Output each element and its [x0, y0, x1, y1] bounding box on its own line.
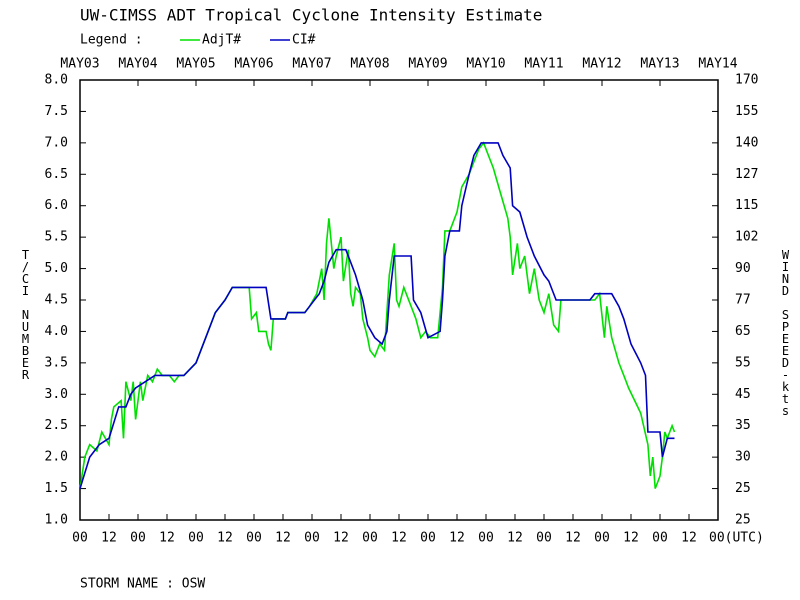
date-tick-label: MAY11 — [524, 57, 563, 72]
x-tick-label: 00 — [72, 531, 88, 546]
y2-tick-label: 25 — [735, 513, 751, 528]
series-line — [79, 142, 675, 489]
y-axis-label: T/CI NUMBER — [19, 248, 33, 380]
x-tick-label: 00 — [362, 531, 378, 546]
y2-tick-label: 155 — [735, 104, 758, 119]
y-tick-label: 4.0 — [45, 324, 68, 339]
y2-tick-label: 170 — [735, 73, 758, 88]
y-tick-label: 1.5 — [45, 481, 68, 496]
x-tick-label: 12 — [333, 531, 349, 546]
y-tick-label: 4.5 — [45, 293, 68, 308]
series-line — [79, 141, 676, 489]
y2-axis-label: WIND SPEED-kts — [779, 248, 793, 416]
x-tick-label: 12 — [391, 531, 407, 546]
x-tick-label: 12 — [681, 531, 697, 546]
y2-tick-label: 140 — [735, 135, 758, 150]
x-tick-label: 12 — [275, 531, 291, 546]
date-tick-label: MAY10 — [466, 57, 505, 72]
y2-tick-label: 55 — [735, 355, 751, 370]
date-tick-label: MAY12 — [582, 57, 621, 72]
y2-tick-label: 45 — [735, 387, 751, 402]
plot-frame — [79, 79, 719, 521]
y2-tick-label: 35 — [735, 418, 751, 433]
legend-label: Legend : — [80, 33, 143, 48]
x-tick-label: 00 — [478, 531, 494, 546]
footer: STORM NAME : OSW — [80, 577, 205, 592]
y-tick-label: 6.5 — [45, 167, 68, 182]
y2-tick-label: 127 — [735, 167, 758, 182]
legend-label: CI# — [292, 33, 316, 48]
y2-tick-label: 77 — [735, 293, 751, 308]
date-tick-label: MAY05 — [176, 57, 215, 72]
y-tick-label: 7.5 — [45, 104, 68, 119]
y-tick-label: 2.0 — [45, 450, 68, 465]
y2-tick-label: 30 — [735, 450, 751, 465]
date-tick-label: MAY03 — [60, 57, 99, 72]
y-tick-label: 6.0 — [45, 198, 68, 213]
y2-tick-label: 65 — [735, 324, 751, 339]
x-tick-label: 00(UTC) — [709, 531, 764, 546]
legend-label: AdjT# — [202, 33, 241, 48]
y2-tick-label: 102 — [735, 230, 758, 245]
x-tick-label: 00 — [188, 531, 204, 546]
y2-tick-label: 90 — [735, 261, 751, 276]
x-tick-label: 00 — [536, 531, 552, 546]
y-tick-label: 5.5 — [45, 230, 68, 245]
x-tick-label: 12 — [623, 531, 639, 546]
chart-title: UW-CIMSS ADT Tropical Cyclone Intensity … — [80, 6, 542, 25]
y-tick-label: 7.0 — [45, 135, 68, 150]
y2-tick-label: 115 — [735, 198, 758, 213]
y-tick-label: 8.0 — [45, 73, 68, 88]
x-tick-label: 00 — [594, 531, 610, 546]
x-tick-label: 00 — [246, 531, 262, 546]
date-tick-label: MAY04 — [118, 57, 157, 72]
x-tick-label: 12 — [101, 531, 117, 546]
x-tick-label: 12 — [159, 531, 175, 546]
date-tick-label: MAY14 — [698, 57, 737, 72]
y-tick-label: 1.0 — [45, 513, 68, 528]
x-tick-label: 12 — [217, 531, 233, 546]
x-tick-label: 12 — [565, 531, 581, 546]
date-tick-label: MAY13 — [640, 57, 679, 72]
x-tick-label: 00 — [420, 531, 436, 546]
x-tick-label: 00 — [304, 531, 320, 546]
y-tick-label: 3.0 — [45, 387, 68, 402]
x-tick-label: 00 — [130, 531, 146, 546]
y-tick-label: 5.0 — [45, 261, 68, 276]
date-tick-label: MAY06 — [234, 57, 273, 72]
date-tick-label: MAY09 — [408, 57, 447, 72]
y-tick-label: 2.5 — [45, 418, 68, 433]
x-tick-label: 12 — [449, 531, 465, 546]
date-tick-label: MAY08 — [350, 57, 389, 72]
y2-tick-label: 25 — [735, 481, 751, 496]
x-tick-label: 12 — [507, 531, 523, 546]
date-tick-label: MAY07 — [292, 57, 331, 72]
x-tick-label: 00 — [652, 531, 668, 546]
y-tick-label: 3.5 — [45, 355, 68, 370]
